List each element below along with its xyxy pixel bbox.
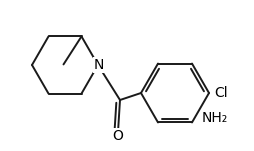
Text: Cl: Cl — [214, 86, 228, 100]
Text: O: O — [113, 129, 123, 143]
Text: N: N — [94, 58, 104, 72]
Text: NH₂: NH₂ — [202, 111, 228, 125]
